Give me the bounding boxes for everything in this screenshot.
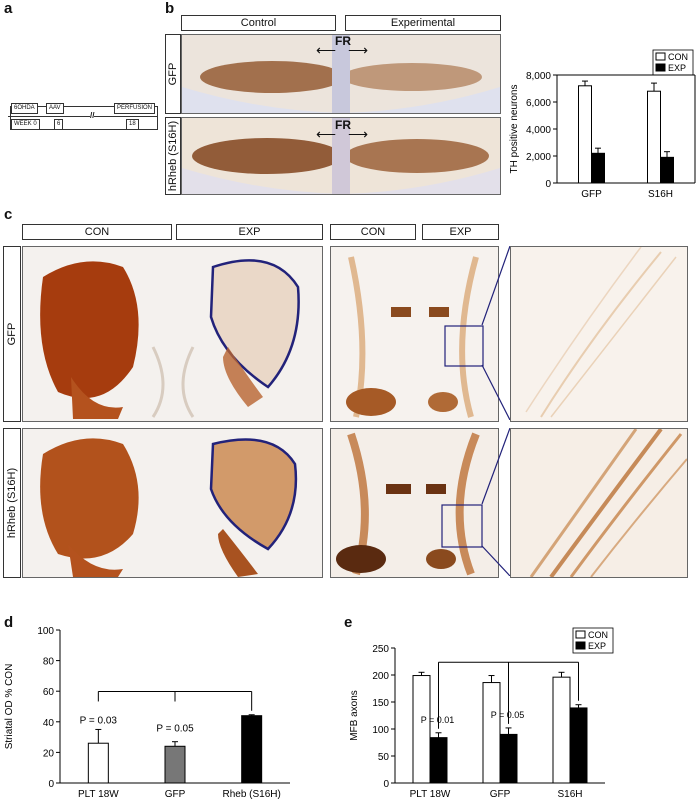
panel-a-letter: a	[4, 0, 13, 17]
timeline-week6: 6	[54, 119, 64, 130]
bar	[87, 742, 109, 784]
bar	[429, 737, 448, 784]
legend-swatch	[575, 630, 586, 639]
p-value-label: P = 0.05	[156, 724, 194, 735]
legend-box	[572, 627, 614, 654]
micrograph-c-striatum-gfp	[22, 246, 323, 422]
bar	[552, 676, 571, 784]
micrograph-c-mfb-gfp	[330, 246, 499, 422]
y-tick-label: 250	[372, 644, 389, 655]
arrow-right-bottom: ⟶	[348, 126, 369, 142]
chart-d: 0 20 40 60 80 100 Striatal OD % CON PLT 18W GFP R…	[4, 626, 290, 800]
timeline-6ohda: 6OHDA	[11, 103, 38, 114]
fr-label-bottom: FR	[335, 118, 351, 132]
y-tick-label: 4,000	[526, 125, 551, 136]
panel-c-letter: c	[4, 206, 13, 223]
p-value-label: P = 0.05	[491, 710, 525, 720]
legend-label: EXP	[668, 63, 686, 73]
timeline-aav: AAV	[46, 103, 64, 114]
bar	[482, 682, 501, 784]
y-axis-label: Striatal OD % CON	[4, 664, 15, 750]
timeline-perfusion: PERFUSION	[114, 103, 156, 114]
header-c-con-mid: CON	[330, 224, 416, 240]
timeline-week18: 18	[126, 119, 139, 130]
zoom-lines-gfp	[481, 246, 511, 420]
y-tick-label: 6,000	[526, 98, 551, 109]
legend-swatch	[655, 52, 666, 61]
timeline-diagram: 6OHDA AAV PERFUSION WEEK 0 6 18 //	[8, 100, 160, 134]
y-tick-label: 0	[383, 779, 389, 790]
header-control: Control	[181, 15, 336, 31]
chart-b: 0 2,000 4,000 6,000 8,000 TH positive neurons…	[509, 49, 696, 200]
micrograph-c-zoom-gfp	[510, 246, 688, 422]
fr-label-top: FR	[335, 34, 351, 48]
x-tick-label: PLT 18W	[78, 789, 119, 800]
y-tick-label: 50	[378, 752, 390, 763]
legend-swatch	[655, 63, 666, 72]
y-tick-label: 20	[43, 748, 55, 759]
arrow-left-bottom: ⟵	[316, 126, 337, 142]
header-c-con-left: CON	[22, 224, 172, 240]
x-tick-label: S16H	[648, 189, 673, 200]
y-tick-label: 80	[43, 657, 55, 668]
y-tick-label: 100	[37, 626, 54, 637]
y-tick-label: 8,000	[526, 71, 551, 82]
y-axis-label: MFB axons	[349, 690, 360, 741]
panel-e-letter: e	[344, 614, 353, 631]
row-label-hrheb: hRheb (S16H)	[165, 117, 181, 195]
zoom-lines-hrheb	[481, 428, 511, 576]
y-tick-label: 0	[545, 179, 551, 190]
bar	[660, 156, 674, 184]
x-tick-label: Rheb (S16H)	[222, 789, 280, 800]
legend-label: CON	[668, 52, 688, 62]
micrograph-c-striatum-hrheb	[22, 428, 323, 578]
row-label-gfp: GFP	[165, 34, 181, 114]
legend-box	[652, 49, 694, 76]
timeline-week0: WEEK 0	[11, 119, 40, 130]
y-tick-label: 60	[43, 687, 55, 698]
bar	[569, 707, 588, 784]
bar	[499, 733, 518, 784]
bar	[578, 85, 592, 184]
bar	[164, 745, 186, 784]
y-tick-label: 200	[372, 671, 389, 682]
p-value-label: P = 0.01	[421, 715, 455, 725]
arrow-left-top: ⟵	[316, 42, 337, 58]
legend-label: EXP	[588, 641, 606, 651]
legend-label: CON	[588, 630, 608, 640]
y-tick-label: 2,000	[526, 152, 551, 163]
x-tick-label: S16H	[557, 789, 582, 800]
y-tick-label: 40	[43, 718, 55, 729]
arrow-right-top: ⟶	[348, 42, 369, 58]
micrograph-b-gfp	[181, 34, 501, 114]
micrograph-b-hrheb	[181, 117, 501, 195]
x-tick-label: GFP	[490, 789, 511, 800]
y-tick-label: 0	[48, 779, 54, 790]
header-experimental: Experimental	[345, 15, 501, 31]
legend-swatch	[575, 641, 586, 650]
bar	[412, 675, 431, 784]
p-value-label: P = 0.03	[80, 715, 118, 726]
header-c-exp-left: EXP	[176, 224, 323, 240]
bar	[241, 715, 263, 784]
chart-e: 0 50 100 150 200 250 MFB axons PLT 18W GFP S16H P …	[349, 627, 614, 800]
micrograph-c-mfb-hrheb	[330, 428, 499, 578]
bar	[591, 152, 605, 184]
x-tick-label: GFP	[581, 189, 602, 200]
y-tick-label: 150	[372, 698, 389, 709]
row-label-c-hrheb: hRheb (S16H)	[3, 428, 21, 578]
row-label-c-gfp: GFP	[3, 246, 21, 422]
panel-b-letter: b	[165, 0, 175, 17]
y-axis-label: TH positive neurons	[509, 85, 520, 174]
timeline-break: //	[90, 111, 95, 120]
x-tick-label: GFP	[165, 789, 186, 800]
y-tick-label: 100	[372, 725, 389, 736]
header-c-exp-mid: EXP	[422, 224, 499, 240]
panel-d-letter: d	[4, 614, 14, 631]
micrograph-c-zoom-hrheb	[510, 428, 688, 578]
bar	[647, 90, 661, 184]
x-tick-label: PLT 18W	[410, 789, 451, 800]
